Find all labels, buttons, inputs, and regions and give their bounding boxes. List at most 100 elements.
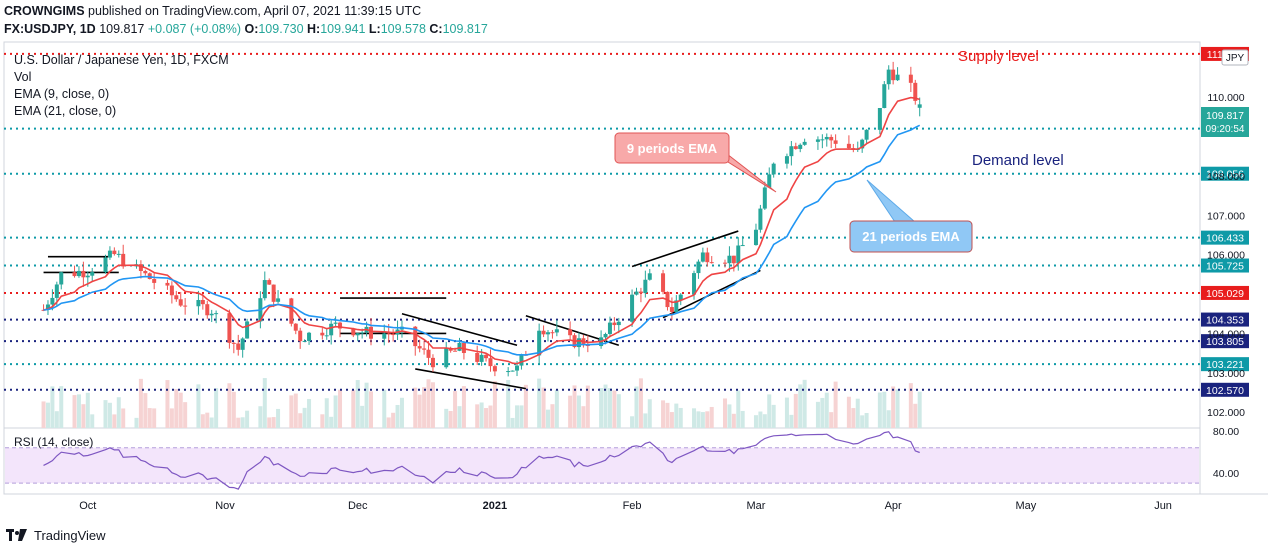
candle-body bbox=[917, 104, 922, 108]
volume-bar bbox=[630, 416, 635, 428]
volume-bar bbox=[107, 402, 112, 428]
candle-body bbox=[103, 257, 108, 273]
volume-bar bbox=[391, 412, 396, 428]
open-value: 109.730 bbox=[258, 22, 304, 36]
volume-bar bbox=[727, 404, 732, 428]
volume-bar bbox=[453, 391, 458, 428]
candle-body bbox=[453, 350, 458, 352]
level-tag bbox=[1201, 382, 1249, 397]
time-tick-label: Apr bbox=[885, 500, 902, 512]
volume-bar bbox=[771, 404, 776, 428]
last-price-tag bbox=[1201, 107, 1249, 137]
volume-bar bbox=[612, 390, 617, 428]
volume-bar bbox=[479, 402, 484, 428]
candle-body bbox=[479, 354, 484, 362]
high-value: 109.941 bbox=[320, 22, 366, 36]
volume-bar bbox=[484, 408, 489, 428]
time-tick-label: Jun bbox=[1154, 500, 1172, 512]
volume-bar bbox=[444, 408, 449, 428]
candle-body bbox=[112, 250, 117, 255]
volume-bar bbox=[351, 390, 356, 428]
volume-bar bbox=[833, 381, 838, 428]
candle-body bbox=[169, 285, 174, 296]
candle-body bbox=[293, 323, 298, 331]
ema9-callout: 9 periods EMA bbox=[614, 132, 777, 193]
price-tick-label: 107.000 bbox=[1207, 210, 1245, 222]
volume-bar bbox=[599, 387, 604, 428]
candle-body bbox=[815, 139, 820, 142]
candle-body bbox=[121, 253, 126, 267]
candle-body bbox=[541, 330, 546, 335]
time-tick-label: May bbox=[1016, 500, 1037, 512]
ema9-callout-text: 9 periods EMA bbox=[627, 141, 718, 156]
volume-bar bbox=[661, 400, 666, 428]
ema9-line bbox=[43, 96, 920, 365]
volume-bar bbox=[262, 378, 267, 428]
volume-bar bbox=[568, 395, 573, 428]
footer-brand[interactable]: TradingView bbox=[6, 528, 106, 543]
volume-bar bbox=[302, 407, 307, 428]
volume-bar bbox=[576, 395, 581, 428]
volume-bar bbox=[183, 402, 188, 428]
volume-bar bbox=[607, 388, 612, 428]
volume-bar bbox=[886, 410, 891, 428]
volume-bar bbox=[731, 413, 736, 428]
volume-bar bbox=[736, 390, 741, 428]
volume-bar bbox=[824, 392, 829, 428]
candle-body bbox=[351, 328, 356, 336]
time-tick-label: Feb bbox=[623, 500, 642, 512]
volume-bar bbox=[506, 380, 511, 428]
volume-bar bbox=[320, 414, 325, 428]
volume-bar bbox=[338, 389, 343, 428]
volume-bar bbox=[877, 392, 882, 428]
candle-body bbox=[731, 255, 736, 264]
candle-body bbox=[90, 272, 95, 276]
candle-body bbox=[789, 146, 794, 157]
volume-bar bbox=[913, 403, 918, 428]
candle-body bbox=[209, 313, 214, 316]
volume-bar bbox=[289, 395, 294, 428]
candle-body bbox=[116, 253, 121, 255]
volume-bar bbox=[324, 398, 329, 428]
legend-ema21: EMA (21, close, 0) bbox=[14, 104, 116, 118]
volume-bar bbox=[855, 398, 860, 428]
volume-bar bbox=[333, 395, 338, 428]
volume-bar bbox=[820, 397, 825, 428]
candle-body bbox=[895, 74, 900, 81]
rsi-tick-40: 40.00 bbox=[1213, 468, 1239, 480]
candle-body bbox=[696, 261, 701, 274]
candle-body bbox=[762, 187, 767, 209]
volume-bar bbox=[200, 414, 205, 428]
price-axis[interactable]: 111.097109.201108.056106.433105.725105.0… bbox=[1201, 46, 1249, 419]
candle-body bbox=[913, 82, 918, 101]
volume-bar bbox=[231, 391, 236, 428]
volume-bar bbox=[116, 397, 121, 428]
volume-bar bbox=[678, 407, 683, 428]
volume-bar bbox=[692, 408, 697, 428]
candle-body bbox=[165, 282, 170, 286]
candle-body bbox=[709, 262, 714, 264]
candle-body bbox=[877, 108, 882, 130]
volume-bar bbox=[209, 417, 214, 428]
time-axis[interactable]: Oct Nov Dec 2021 Feb Mar Apr May Jun bbox=[79, 500, 1172, 512]
candle-body bbox=[422, 348, 427, 350]
volume-bar bbox=[891, 386, 896, 428]
volume-bar bbox=[546, 409, 550, 428]
level-tag-text: 105.725 bbox=[1206, 261, 1244, 273]
publisher-name: CROWNGIMS bbox=[4, 4, 85, 18]
volume-bar bbox=[634, 386, 639, 428]
candle-body bbox=[519, 354, 524, 366]
level-tag-text: 103.221 bbox=[1206, 359, 1244, 371]
currency-badge[interactable] bbox=[1221, 49, 1249, 66]
volume-bar bbox=[510, 417, 515, 428]
level-tag bbox=[1201, 166, 1249, 181]
volume-bar bbox=[669, 412, 674, 428]
volume-bar bbox=[829, 412, 834, 428]
candle-body bbox=[143, 270, 148, 274]
candle-body bbox=[426, 349, 431, 358]
candle-body bbox=[276, 298, 281, 302]
volume-bar bbox=[488, 405, 493, 428]
symbol-label: FX:USDJPY, 1D bbox=[4, 22, 96, 36]
volume-bar bbox=[138, 378, 143, 428]
